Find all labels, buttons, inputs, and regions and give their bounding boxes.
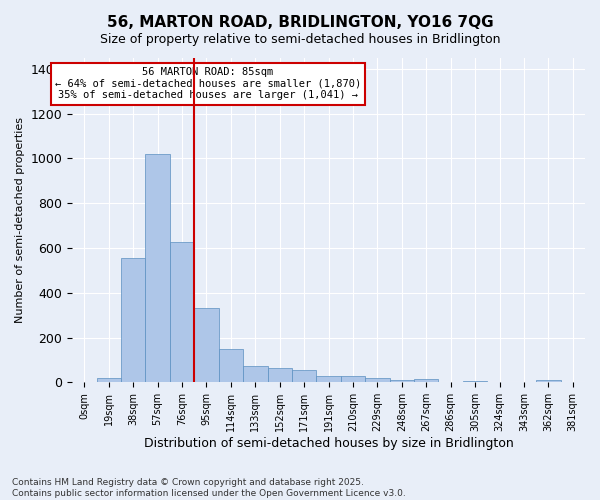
Bar — [389, 380, 414, 382]
Bar — [121, 258, 145, 382]
Bar — [316, 376, 341, 382]
Bar — [268, 368, 292, 382]
Bar — [365, 378, 389, 382]
Text: 56 MARTON ROAD: 85sqm
← 64% of semi-detached houses are smaller (1,870)
35% of s: 56 MARTON ROAD: 85sqm ← 64% of semi-deta… — [55, 67, 361, 100]
Bar — [243, 366, 268, 382]
Text: Size of property relative to semi-detached houses in Bridlington: Size of property relative to semi-detach… — [100, 32, 500, 46]
Bar — [414, 378, 439, 382]
Bar — [194, 308, 218, 382]
Y-axis label: Number of semi-detached properties: Number of semi-detached properties — [15, 117, 25, 323]
Bar — [170, 242, 194, 382]
Text: 56, MARTON ROAD, BRIDLINGTON, YO16 7QG: 56, MARTON ROAD, BRIDLINGTON, YO16 7QG — [107, 15, 493, 30]
Bar — [536, 380, 560, 382]
Bar — [145, 154, 170, 382]
X-axis label: Distribution of semi-detached houses by size in Bridlington: Distribution of semi-detached houses by … — [144, 437, 514, 450]
Bar — [97, 378, 121, 382]
Bar — [292, 370, 316, 382]
Bar — [463, 381, 487, 382]
Text: Contains HM Land Registry data © Crown copyright and database right 2025.
Contai: Contains HM Land Registry data © Crown c… — [12, 478, 406, 498]
Bar — [218, 348, 243, 382]
Bar — [341, 376, 365, 382]
